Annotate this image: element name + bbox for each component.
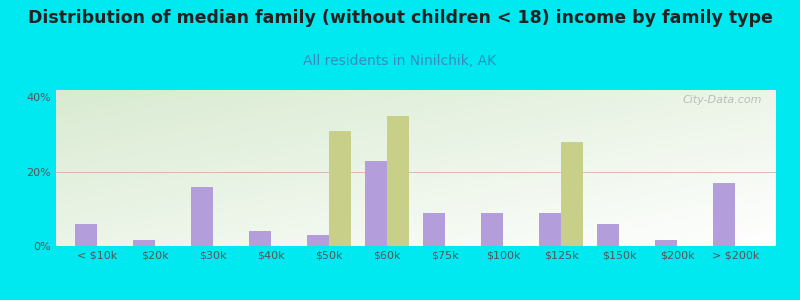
Text: Distribution of median family (without children < 18) income by family type: Distribution of median family (without c…	[27, 9, 773, 27]
Bar	[74, 224, 97, 246]
Bar	[190, 187, 213, 246]
Bar	[365, 160, 387, 246]
Bar	[655, 240, 678, 246]
Bar	[329, 131, 351, 246]
Bar	[539, 213, 561, 246]
Bar	[387, 116, 409, 246]
Legend: Married couple, Female, no husband: Married couple, Female, no husband	[270, 296, 562, 300]
Bar	[714, 183, 735, 246]
Bar	[249, 231, 271, 246]
Bar	[561, 142, 583, 246]
Text: All residents in Ninilchik, AK: All residents in Ninilchik, AK	[303, 54, 497, 68]
Bar	[133, 240, 154, 246]
Bar	[307, 235, 329, 246]
Bar	[423, 213, 445, 246]
Bar	[481, 213, 503, 246]
Text: City-Data.com: City-Data.com	[682, 95, 762, 105]
Bar	[597, 224, 619, 246]
